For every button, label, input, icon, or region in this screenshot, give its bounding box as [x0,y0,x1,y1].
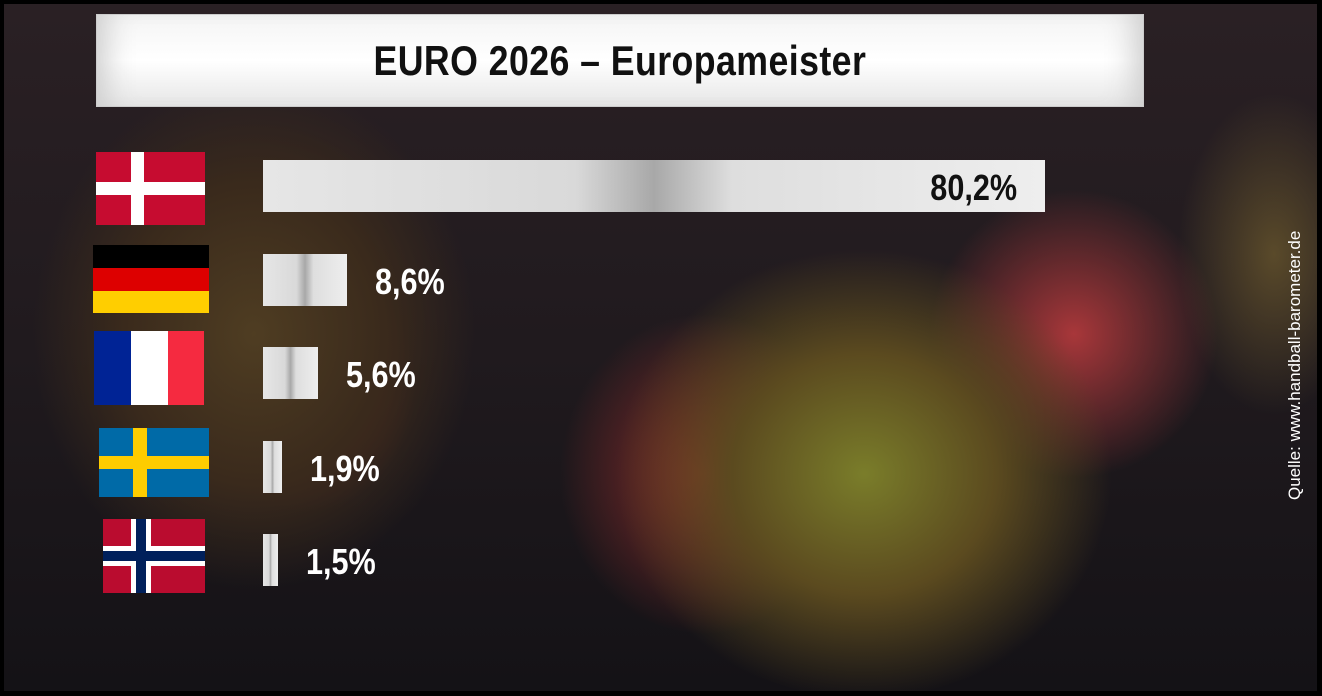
flag-france-icon [94,331,204,405]
bar-sweden [263,441,282,493]
flag-germany-icon [93,245,209,313]
flag-sweden-icon [99,428,209,497]
data-label: 1,9% [309,448,380,489]
flag-denmark-icon [96,152,205,225]
flag-norway-icon [103,519,205,593]
bar-france [263,347,318,399]
background-photo [4,4,1317,691]
data-label: 80,2% [930,167,1017,208]
data-label: 5,6% [345,354,416,395]
title-banner: EURO 2026 – Europameister [96,14,1144,107]
data-label: 1,5% [305,541,376,582]
bar-denmark [263,160,1045,212]
chart-title: EURO 2026 – Europameister [373,36,867,84]
bar-norway [263,534,278,586]
source-credit: Quelle: www.handball-barometer.de [1285,230,1304,500]
bar-germany [263,254,347,306]
data-label: 8,6% [374,261,445,302]
